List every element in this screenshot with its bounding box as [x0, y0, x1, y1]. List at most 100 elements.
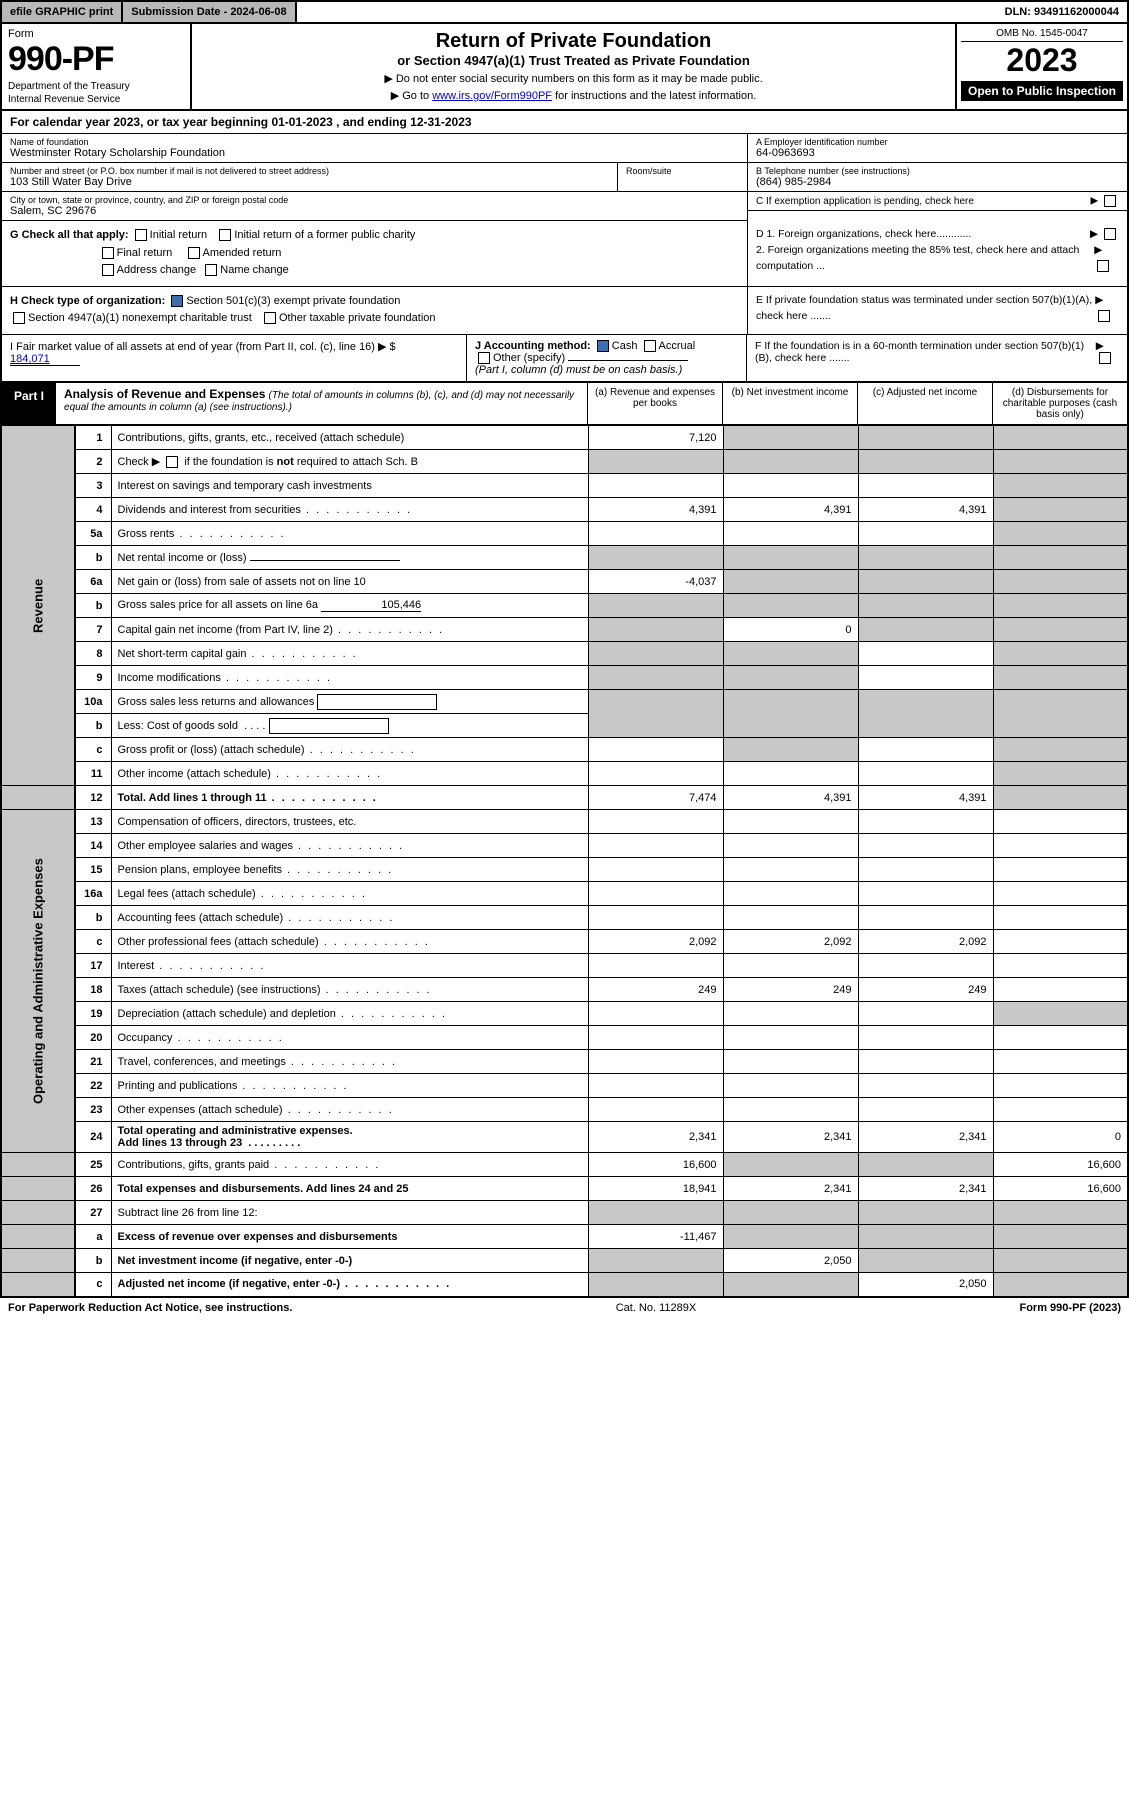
- h-501c3-checkbox[interactable]: [171, 295, 183, 307]
- line-7-b: 0: [723, 618, 858, 642]
- line-10b-desc: Less: Cost of goods sold . . . .: [111, 714, 588, 738]
- form-number: 990-PF: [8, 40, 184, 79]
- line-19-desc: Depreciation (attach schedule) and deple…: [111, 1002, 588, 1026]
- omb-number: OMB No. 1545-0047: [961, 28, 1123, 42]
- d2-checkbox[interactable]: [1097, 260, 1109, 272]
- line-18-desc: Taxes (attach schedule) (see instruction…: [111, 978, 588, 1002]
- g-initial-return-checkbox[interactable]: [135, 229, 147, 241]
- line-2-not: not: [277, 456, 294, 468]
- line-26-a: 18,941: [588, 1177, 723, 1201]
- g-amended-checkbox[interactable]: [188, 247, 200, 259]
- line-22-desc: Printing and publications: [111, 1074, 588, 1098]
- line-2-pre: Check ▶: [118, 456, 164, 468]
- line-16a-desc: Legal fees (attach schedule): [111, 882, 588, 906]
- submission-date: Submission Date - 2024-06-08: [123, 2, 296, 22]
- c-checkbox[interactable]: [1104, 195, 1116, 207]
- e-checkbox[interactable]: [1098, 310, 1110, 322]
- phone-label: B Telephone number (see instructions): [756, 166, 1119, 176]
- line-14-num: 14: [75, 834, 111, 858]
- line-25-d: 16,600: [993, 1153, 1128, 1177]
- line-20-desc: Occupancy: [111, 1026, 588, 1050]
- d2: 2. Foreign organizations meeting the 85%…: [756, 243, 1094, 275]
- ein-label: A Employer identification number: [756, 137, 1119, 147]
- ijf-row: I Fair market value of all assets at end…: [0, 334, 1129, 382]
- line-6b-num: b: [75, 594, 111, 618]
- g-name-change-checkbox[interactable]: [205, 264, 217, 276]
- col-c-header: (c) Adjusted net income: [857, 383, 992, 424]
- h1: Section 501(c)(3) exempt private foundat…: [186, 295, 400, 307]
- g4: Amended return: [203, 247, 282, 259]
- g-final-return-checkbox[interactable]: [102, 247, 114, 259]
- city-state-zip: Salem, SC 29676: [10, 205, 739, 217]
- form-title: Return of Private Foundation: [202, 30, 945, 53]
- line-18-num: 18: [75, 978, 111, 1002]
- line-25-desc: Contributions, gifts, grants paid: [111, 1153, 588, 1177]
- line-6b-value: 105,446: [321, 599, 421, 612]
- g-address-change-checkbox[interactable]: [102, 264, 114, 276]
- note-link: ▶ Go to www.irs.gov/Form990PF for instru…: [202, 89, 945, 102]
- line-1-a: 7,120: [588, 426, 723, 450]
- col-b-header: (b) Net investment income: [722, 383, 857, 424]
- line-16c-b: 2,092: [723, 930, 858, 954]
- g-initial-former-checkbox[interactable]: [219, 229, 231, 241]
- line-13-desc: Compensation of officers, directors, tru…: [111, 810, 588, 834]
- addr-label: Number and street (or P.O. box number if…: [10, 166, 609, 176]
- d1-checkbox[interactable]: [1104, 228, 1116, 240]
- line-27c-c: 2,050: [858, 1273, 993, 1297]
- line-27c-desc: Adjusted net income (if negative, enter …: [111, 1273, 588, 1297]
- dept-treasury: Department of the Treasury: [8, 81, 184, 92]
- phone-value: (864) 985-2984: [756, 176, 1119, 188]
- line-10a-desc: Gross sales less returns and allowances: [111, 690, 588, 714]
- tax-year: 2023: [961, 42, 1123, 79]
- line-5a-desc: Gross rents: [111, 522, 588, 546]
- form-label: Form: [8, 28, 184, 40]
- c-arrow-box: ▶: [1091, 195, 1119, 207]
- line-23-num: 23: [75, 1098, 111, 1122]
- i-value[interactable]: 184,071: [10, 353, 80, 366]
- line-18-a: 249: [588, 978, 723, 1002]
- line-7-desc: Capital gain net income (from Part IV, l…: [111, 618, 588, 642]
- foundation-name: Westminster Rotary Scholarship Foundatio…: [10, 147, 739, 159]
- line-27b-num: b: [75, 1249, 111, 1273]
- line-16a-num: 16a: [75, 882, 111, 906]
- line-8-num: 8: [75, 642, 111, 666]
- revenue-side-label: Revenue: [1, 426, 75, 786]
- line-24-d: 0: [993, 1122, 1128, 1153]
- c-label: C If exemption application is pending, c…: [756, 196, 974, 207]
- note-ssn: ▶ Do not enter social security numbers o…: [202, 72, 945, 85]
- line-16c-desc: Other professional fees (attach schedule…: [111, 930, 588, 954]
- expenses-side-label: Operating and Administrative Expenses: [1, 810, 75, 1153]
- line-2-checkbox[interactable]: [166, 456, 178, 468]
- efile-label[interactable]: efile GRAPHIC print: [2, 2, 123, 22]
- line-10c-num: c: [75, 738, 111, 762]
- j-cash-checkbox[interactable]: [597, 340, 609, 352]
- j-accrual-checkbox[interactable]: [644, 340, 656, 352]
- g3: Final return: [117, 247, 173, 259]
- line-23-desc: Other expenses (attach schedule): [111, 1098, 588, 1122]
- line-5a-num: 5a: [75, 522, 111, 546]
- line-1-d: [993, 426, 1128, 450]
- note2-pre: ▶ Go to: [391, 90, 432, 102]
- line-1-desc: Contributions, gifts, grants, etc., rece…: [111, 426, 588, 450]
- note2-post: for instructions and the latest informat…: [552, 90, 756, 102]
- j-other-checkbox[interactable]: [478, 352, 490, 364]
- line-27c-num: c: [75, 1273, 111, 1297]
- line-20-num: 20: [75, 1026, 111, 1050]
- line-25-a: 16,600: [588, 1153, 723, 1177]
- top-bar: efile GRAPHIC print Submission Date - 20…: [0, 0, 1129, 24]
- part1-table: Revenue 1 Contributions, gifts, grants, …: [0, 425, 1129, 1298]
- part1-title-cell: Analysis of Revenue and Expenses (The to…: [56, 383, 587, 424]
- irs-link[interactable]: www.irs.gov/Form990PF: [432, 90, 552, 102]
- g2: Initial return of a former public charit…: [234, 229, 415, 241]
- line-24-c: 2,341: [858, 1122, 993, 1153]
- f-checkbox[interactable]: [1099, 352, 1111, 364]
- check-section-h-e: H Check type of organization: Section 50…: [0, 286, 1129, 334]
- part1-header: Part I Analysis of Revenue and Expenses …: [0, 382, 1129, 425]
- line-17-num: 17: [75, 954, 111, 978]
- line-16b-desc: Accounting fees (attach schedule): [111, 906, 588, 930]
- e-label: E If private foundation status was termi…: [756, 293, 1095, 325]
- line-7-num: 7: [75, 618, 111, 642]
- h-4947-checkbox[interactable]: [13, 312, 25, 324]
- h-other-checkbox[interactable]: [264, 312, 276, 324]
- part1-label: Part I: [2, 383, 56, 424]
